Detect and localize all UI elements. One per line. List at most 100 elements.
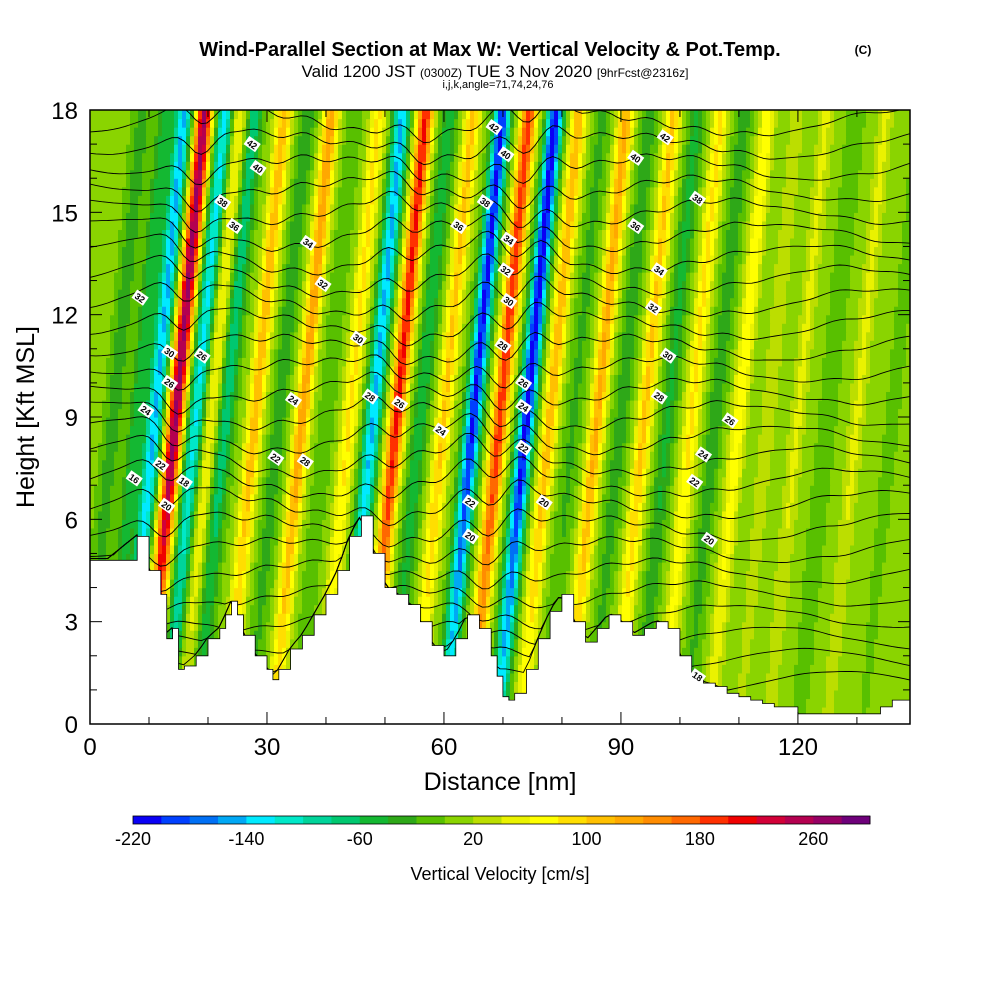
colorbar-swatch (359, 816, 389, 824)
contour-label: 36 (627, 217, 645, 235)
x-tick-label: 0 (83, 734, 96, 761)
contour-label: 22 (514, 439, 533, 456)
contour-label: 24 (284, 391, 303, 409)
contour-label: 20 (158, 497, 176, 514)
contour-label: 30 (349, 330, 368, 347)
contour-label: 18 (175, 473, 194, 490)
valid-date: TUE 3 Nov 2020 (466, 62, 592, 81)
contour-label: 28 (494, 337, 512, 354)
contour-label: 20 (535, 494, 553, 511)
colorbar-swatch (643, 816, 673, 824)
contour-label: 28 (650, 388, 668, 405)
y-tick-label: 18 (51, 98, 78, 125)
contour-label: 36 (225, 217, 244, 235)
contour-label: 36 (450, 217, 468, 235)
contour-label: 26 (160, 374, 179, 392)
contour-label: 38 (476, 193, 494, 211)
colorbar-swatch (586, 816, 616, 824)
colorbar: -220 -140 -60 20 100 180 260 (115, 815, 871, 849)
contour-label: 42 (485, 118, 503, 136)
colorbar-swatch (161, 816, 191, 824)
x-tick-label: 120 (778, 734, 818, 761)
contour-label: 24 (514, 398, 533, 415)
colorbar-tick-label: 180 (685, 829, 715, 849)
contour-label: 20 (461, 528, 480, 545)
contour-label: 30 (160, 344, 179, 361)
y-tick-label: 3 (65, 610, 78, 637)
colorbar-label: Vertical Velocity [cm/s] (410, 864, 589, 884)
contour-label: 40 (627, 149, 645, 166)
x-axis-label: Distance [nm] (424, 768, 577, 796)
colorbar-swatch (246, 816, 276, 824)
contour-label: 26 (391, 395, 409, 412)
colorbar-swatch (841, 816, 871, 824)
contour-label: 30 (659, 347, 677, 364)
colorbar-tick-label: 100 (571, 829, 601, 849)
colorbar-swatch (388, 816, 417, 824)
plot-area: 16 18 20 22 24 26 30 26 32 36 38 40 42 34 32 30 24 22 28 28… (89, 109, 911, 725)
terrain-polygon (90, 515, 910, 724)
contour-label: 34 (650, 262, 668, 279)
colorbar-swatch (529, 816, 559, 824)
colorbar-tick-label: -140 (228, 829, 264, 849)
contour-label: 20 (700, 531, 719, 548)
y-tick-label: 12 (51, 303, 78, 330)
contour-label: 32 (644, 299, 663, 316)
colorbar-swatch (218, 816, 247, 824)
colorbar-swatch (501, 816, 531, 824)
contour-label: 24 (694, 446, 713, 463)
colorbar-swatch (274, 816, 304, 824)
colorbar-tick-label: -60 (347, 829, 373, 849)
colorbar-swatch (331, 816, 361, 824)
contour-label: 22 (267, 449, 285, 467)
valid-time-line: Valid 1200 JST (0300Z) TUE 3 Nov 2020 [9… (302, 62, 689, 81)
contour-label: 22 (152, 456, 170, 473)
contour-label: 34 (500, 231, 518, 248)
colorbar-swatch (614, 816, 644, 824)
colorbar-tick-label: 20 (463, 829, 483, 849)
y-tick-label: 9 (65, 405, 78, 432)
colorbar-swatch (728, 816, 758, 824)
colorbar-swatch (699, 816, 729, 824)
colorbar-swatch (784, 816, 814, 824)
terrain-mask (90, 515, 910, 724)
contour-label: 28 (361, 388, 379, 405)
valid-prefix: Valid 1200 JST (302, 62, 416, 81)
contour-label: 32 (131, 289, 149, 306)
contour-label: 22 (461, 494, 480, 511)
contour-label: 16 (125, 470, 143, 487)
colorbar-swatch (303, 816, 332, 824)
colorbar-swatch (671, 816, 701, 824)
x-tick-label: 60 (431, 734, 458, 761)
y-tick-label: 15 (51, 200, 78, 227)
potential-temperature-contours (90, 110, 910, 691)
forecast-info: [9hrFcst@2316z] (597, 66, 689, 80)
contour-label: 40 (497, 146, 515, 163)
contour-label: 42 (656, 129, 674, 146)
y-axis-label: Height [Kft MSL] (12, 326, 40, 508)
colorbar-tick-label: -220 (115, 829, 151, 849)
x-tick-label: 30 (254, 734, 281, 761)
contour-label: 38 (214, 193, 232, 211)
contour-label: 18 (688, 668, 707, 685)
copyright-mark: (C) (855, 43, 872, 57)
colorbar-swatch (756, 816, 786, 824)
y-tick-label: 0 (65, 712, 78, 739)
contour-label: 42 (243, 135, 261, 153)
y-tick-label: 6 (65, 507, 78, 534)
colorbar-swatch (558, 816, 588, 824)
contour-label: 34 (299, 234, 317, 252)
grid-indices: i,j,k,angle=71,74,24,76 (442, 79, 553, 91)
colorbar-swatch (444, 816, 474, 824)
contour-label: 22 (686, 473, 704, 490)
contour-label: 30 (500, 292, 518, 310)
contour-label: 40 (249, 159, 267, 177)
colorbar-swatch (416, 816, 446, 824)
colorbar-swatch (473, 816, 502, 824)
chart-title: Wind-Parallel Section at Max W: Vertical… (199, 39, 780, 61)
contour-label: 32 (314, 275, 332, 293)
contour-label: 26 (721, 412, 739, 429)
contour-label: 26 (514, 374, 533, 392)
